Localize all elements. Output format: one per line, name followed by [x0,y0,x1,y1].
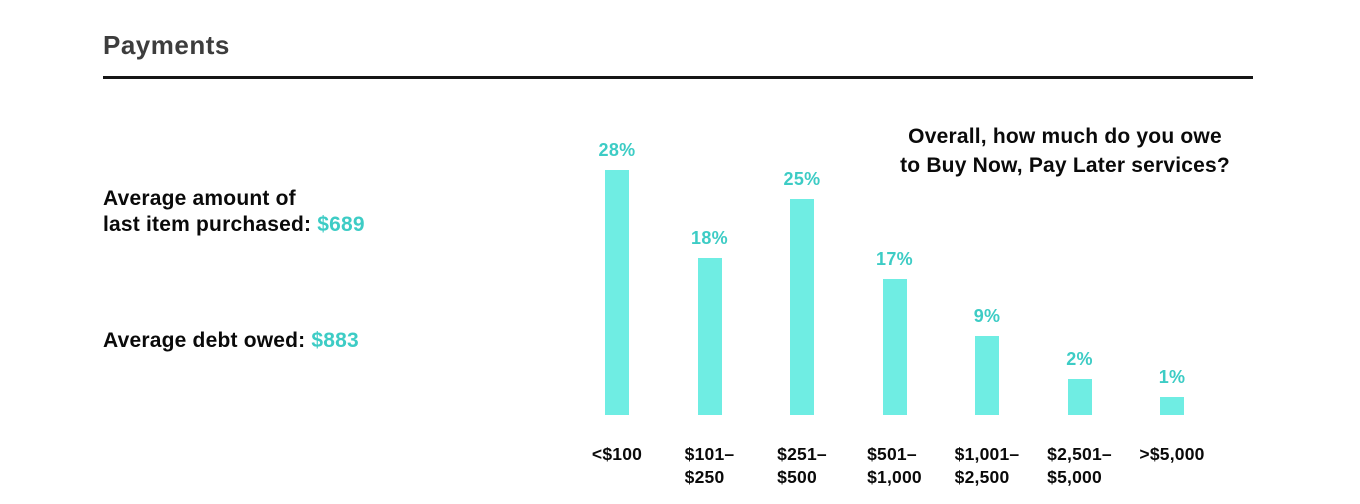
bar-value-label: 1% [1158,367,1186,387]
bar-$251–$500 [790,199,814,415]
category-label-text: $1,001– $2,500 [954,444,1020,487]
category-label: <$100 [562,443,672,466]
bar->$5,000 [1160,397,1184,415]
bar-value-label: 25% [783,169,821,189]
category-label-text: <$100 [591,444,643,464]
stat-label: Average debt owed: [103,329,312,352]
stat-label-line2: last item purchased: [103,213,318,236]
bar-$1,001–$2,500 [975,336,999,415]
bar-<$100 [605,170,629,415]
bar-value-label: 9% [973,306,1001,326]
stat-average-debt: Average debt owed: $883 [103,328,359,354]
bar-$101–$250 [697,258,722,415]
category-label-text: >$5,000 [1139,444,1205,464]
page-title: Payments [103,30,230,60]
stat-average-last-item: Average amount of last item purchased: $6… [103,186,365,238]
stat-value: $689 [317,213,365,236]
bar-$2,501–$5,000 [1067,379,1092,415]
bar-value-label: 2% [1066,349,1093,369]
bar-$501–$1,000 [882,279,907,415]
category-label-text: $251– $500 [777,444,827,487]
category-label: $1,001– $2,500 [932,443,1042,488]
chart-title: Overall, how much do you owe to Buy Now, … [870,122,1260,180]
category-label: $101– $250 [655,443,765,488]
category-label: $251– $500 [747,443,857,488]
chart-title-line2: to Buy Now, Pay Later services? [900,154,1230,177]
stat-label-line1: Average amount of [103,187,296,210]
category-label: >$5,000 [1117,443,1227,466]
chart-title-line1: Overall, how much do you owe [908,125,1222,148]
category-label-text: $101– $250 [684,444,735,487]
bar-value-label: 18% [691,228,728,248]
title-divider [103,76,1253,79]
stat-value: $883 [311,329,359,352]
category-label: $501– $1,000 [840,443,950,488]
category-label-text: $2,501– $5,000 [1047,444,1112,487]
bar-value-label: 17% [876,249,913,269]
bar-value-label: 28% [598,140,636,160]
category-label-text: $501– $1,000 [867,444,922,487]
category-label: $2,501– $5,000 [1025,443,1135,488]
